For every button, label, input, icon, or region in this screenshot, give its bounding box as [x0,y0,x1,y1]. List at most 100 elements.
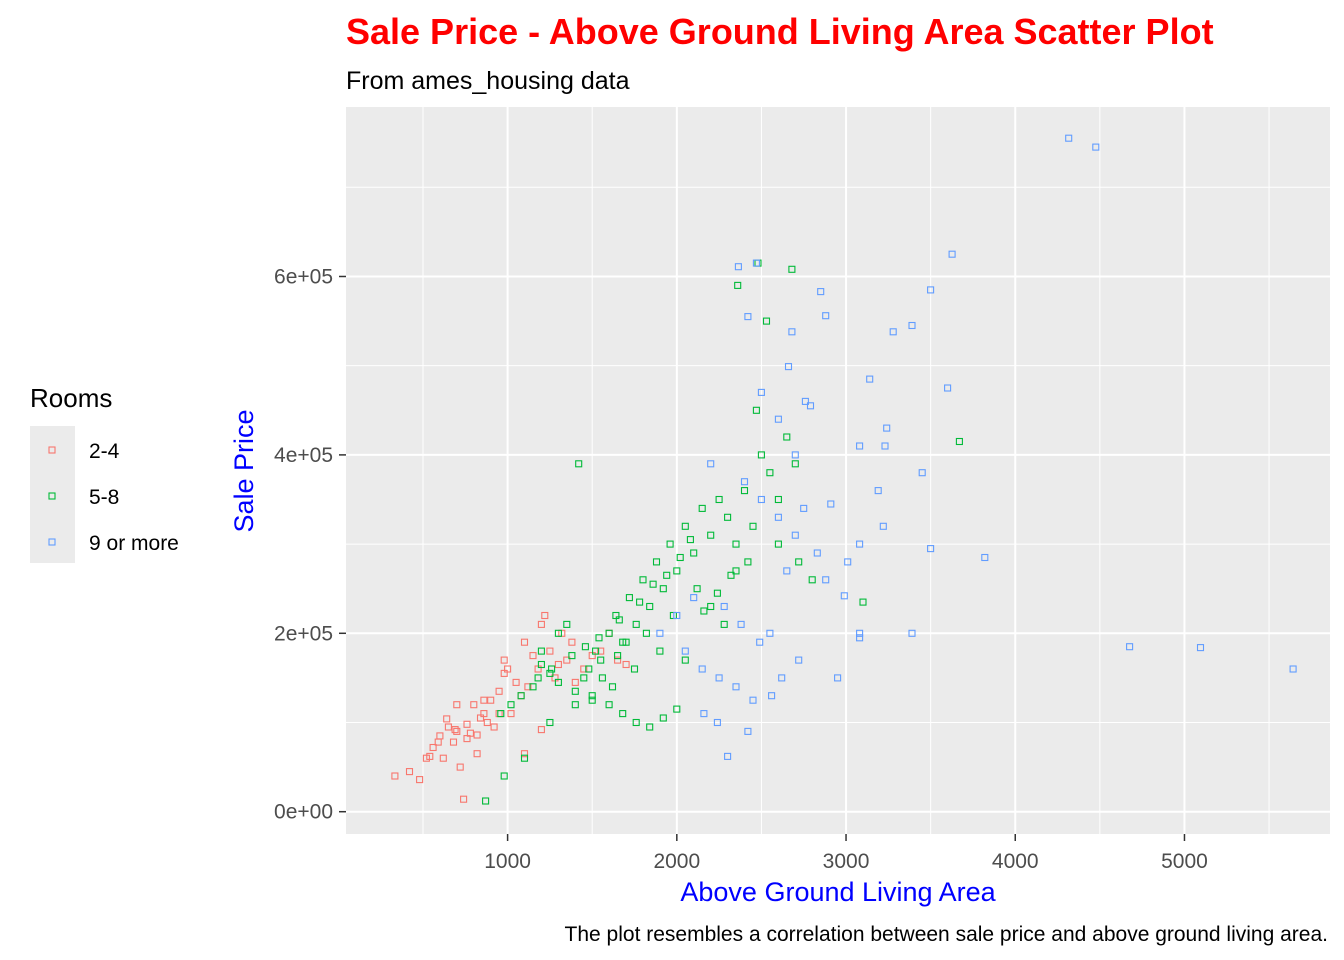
data-point [473,731,481,739]
data-point [605,629,613,637]
data-point [918,469,926,477]
data-point [727,571,735,579]
data-point [500,669,508,677]
data-point [453,727,461,735]
chart-subtitle: From ames_housing data [346,67,630,95]
data-point [778,674,786,682]
data-point [766,629,774,637]
data-point [707,460,715,468]
data-point [449,738,458,746]
data-point [480,710,488,718]
data-point [642,629,650,637]
data-point [460,795,468,803]
data-point [405,768,414,776]
data-point [512,678,520,686]
data-point [817,288,825,296]
y-tick-label: 0e+00 [274,801,333,824]
data-point [752,406,760,414]
data-point [444,723,452,731]
data-point [927,545,935,553]
data-point [563,656,571,664]
data-point [734,263,742,271]
data-point [756,638,764,646]
data-point [575,460,583,468]
data-point [568,638,576,646]
data-point [1065,134,1073,142]
data-point [844,558,852,566]
data-point [630,665,639,673]
data-point [740,487,749,495]
x-tick-label: 5000 [1161,850,1208,873]
data-point [795,558,803,566]
data-point [554,678,562,686]
data-point [597,647,605,655]
plot-panel [346,107,1330,834]
data-point [881,442,889,450]
data-point [546,718,554,727]
data-point [622,660,630,669]
data-point [546,669,554,677]
data-point [483,718,491,727]
data-point [597,656,605,664]
data-point [439,754,447,762]
data-point [659,585,667,593]
data-point [434,738,442,746]
data-point [451,726,459,734]
data-point [598,674,606,682]
data-point [944,384,952,392]
data-point [1126,643,1134,651]
data-point [752,259,760,267]
data-point [507,701,515,709]
data-point [1092,143,1100,151]
data-point [707,531,715,539]
data-point [632,620,640,628]
data-point [784,363,793,371]
data-point [649,580,657,588]
legend-label: 9 or more [89,532,179,555]
data-point [879,522,887,530]
data-point [495,687,503,695]
chart-title: Sale Price - Above Ground Living Area Sc… [346,11,1214,52]
data-point [622,638,630,646]
data-point [391,772,399,780]
data-point [715,495,723,504]
data-point [948,250,956,258]
data-point [795,656,803,664]
data-point [482,797,490,805]
data-point [571,701,579,709]
data-point [840,592,848,600]
data-point [856,540,864,548]
data-point [700,710,708,718]
data-point [581,643,589,651]
data-point [673,705,681,713]
y-tick-label: 2e+05 [274,622,333,645]
data-point [537,660,545,669]
legend: Rooms 2-4 5-8 9 or more [30,383,179,563]
data-point [673,567,681,575]
data-point [774,495,782,504]
data-point [737,620,745,628]
data-point [724,752,732,760]
data-point [470,701,478,709]
data-point [473,750,481,758]
data-point [608,683,617,691]
data-point [588,696,596,704]
data-point [416,776,424,784]
grid-major [346,107,1330,834]
data-point [822,312,830,320]
legend-label: 2-4 [89,440,120,463]
data-point [619,710,627,718]
data-point [690,549,698,557]
data-point [537,620,545,628]
data-point [783,567,791,575]
legend-label: 5-8 [89,486,119,509]
data-point [720,620,728,628]
data-point [808,576,816,584]
data-point [673,611,681,620]
x-tick-label: 1000 [484,850,531,873]
data-point [541,611,549,620]
data-point [806,402,815,410]
data-point [595,634,603,642]
data-point [955,437,963,446]
data-point [546,647,554,655]
